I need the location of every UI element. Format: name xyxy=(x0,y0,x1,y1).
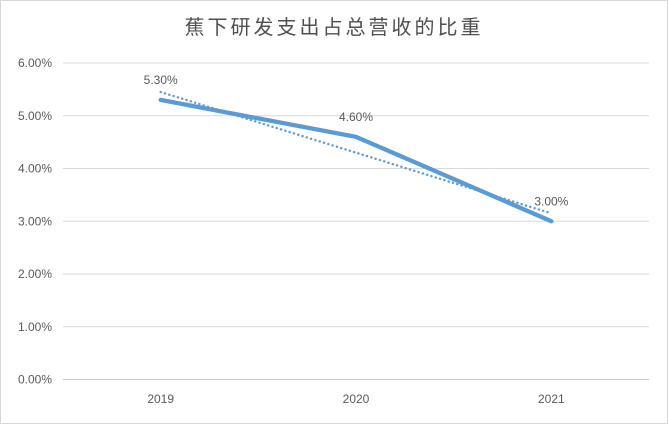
data-label: 5.30% xyxy=(144,73,178,87)
x-tick-label: 2019 xyxy=(147,392,174,406)
y-tick-label: 4.00% xyxy=(18,162,52,176)
x-tick-label: 2021 xyxy=(538,392,565,406)
data-label: 3.00% xyxy=(534,194,568,208)
y-tick-label: 5.00% xyxy=(18,109,52,123)
chart-title: 蕉下研发支出占总营收的比重 xyxy=(184,17,484,39)
y-tick-label: 1.00% xyxy=(18,320,52,334)
data-label: 4.60% xyxy=(339,110,373,124)
series-line xyxy=(158,97,554,224)
x-tick-label: 2020 xyxy=(343,392,370,406)
y-tick-label: 6.00% xyxy=(18,56,52,70)
y-tick-label: 0.00% xyxy=(18,373,52,387)
y-tick-label: 2.00% xyxy=(18,267,52,281)
y-tick-label: 3.00% xyxy=(18,214,52,228)
